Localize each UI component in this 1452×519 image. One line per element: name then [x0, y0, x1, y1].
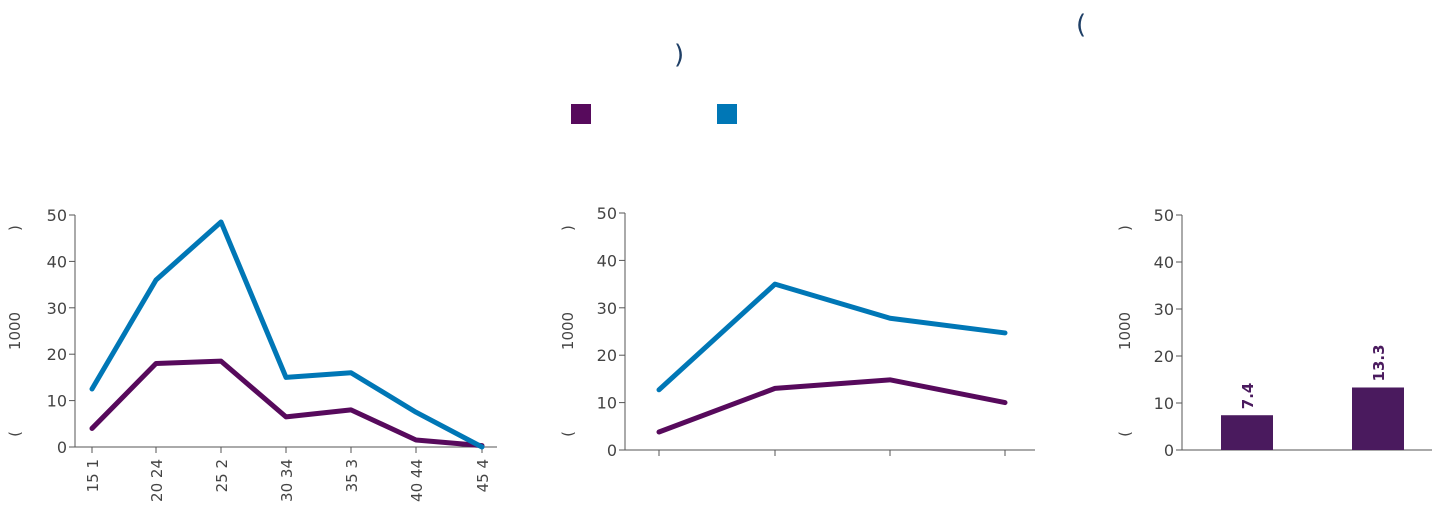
y-tick-label: 0 — [57, 438, 67, 457]
y-axis-label-part: ) — [559, 225, 577, 231]
x-tick-label: 30 34 — [278, 459, 296, 502]
x-tick-label: 45 4 — [474, 459, 492, 492]
y-axis-label: (1000) — [6, 225, 24, 437]
y-tick-label: 40 — [597, 251, 617, 270]
y-tick-label: 20 — [1154, 347, 1174, 366]
title-close-paren: ) — [674, 40, 685, 70]
series-line-2 — [89, 219, 485, 450]
y-axis-label-part: 1000 — [1116, 312, 1134, 350]
bar-data-label: 7.4 — [1239, 383, 1257, 410]
x-tick-label: 35 3 — [343, 459, 361, 492]
title-open-paren: ( — [1076, 10, 1087, 40]
y-axis-label-part: ( — [1116, 431, 1134, 437]
y-axis-label: (1000) — [1116, 225, 1134, 437]
series-line-2 — [656, 281, 1008, 393]
chart-3: 0 10 20 30 40 50 (1000) 7.4 13.3 — [1116, 206, 1432, 460]
x-tick-label: 25 2 — [213, 459, 231, 492]
y-axis-label-part: ) — [6, 225, 24, 231]
y-tick-label: 10 — [1154, 394, 1174, 413]
y-tick-label: 40 — [47, 252, 67, 271]
y-tick-label: 30 — [1154, 300, 1174, 319]
chart-2: 0 10 20 30 40 50 (1000) — [559, 204, 1035, 460]
y-axis-label-part: 1000 — [559, 312, 577, 350]
y-axis-label-part: ( — [559, 431, 577, 437]
y-tick-label: 20 — [597, 346, 617, 365]
x-tick-label: 15 1 — [84, 459, 102, 492]
y-tick-label: 0 — [607, 441, 617, 460]
y-tick-label: 10 — [47, 392, 67, 411]
x-tick-label: 20 24 — [148, 459, 166, 502]
y-tick-label: 50 — [47, 206, 67, 225]
y-tick-label: 0 — [1164, 441, 1174, 460]
y-axis-label-part: 1000 — [6, 312, 24, 350]
series-line-1 — [656, 377, 1008, 435]
bar-1 — [1221, 415, 1273, 450]
y-tick-label: 50 — [1154, 206, 1174, 225]
y-tick-label: 10 — [597, 394, 617, 413]
y-tick-label: 50 — [597, 204, 617, 223]
y-axis-label-part: ( — [6, 431, 24, 437]
y-axis-label-part: ) — [1116, 225, 1134, 231]
x-tick-label: 40 44 — [408, 459, 426, 502]
legend-swatch-purple — [571, 104, 591, 124]
legend-swatch-blue — [717, 104, 737, 124]
bar-data-label: 13.3 — [1370, 344, 1388, 381]
y-tick-label: 30 — [47, 299, 67, 318]
y-tick-label: 30 — [597, 299, 617, 318]
y-tick-label: 40 — [1154, 253, 1174, 272]
y-tick-label: 20 — [47, 345, 67, 364]
bar-2 — [1352, 387, 1404, 450]
chart-1: 0 10 20 30 40 50 (1000) 15 1 20 24 25 2 30 34 35 3 4… — [6, 206, 497, 502]
y-axis-label: (1000) — [559, 225, 577, 437]
